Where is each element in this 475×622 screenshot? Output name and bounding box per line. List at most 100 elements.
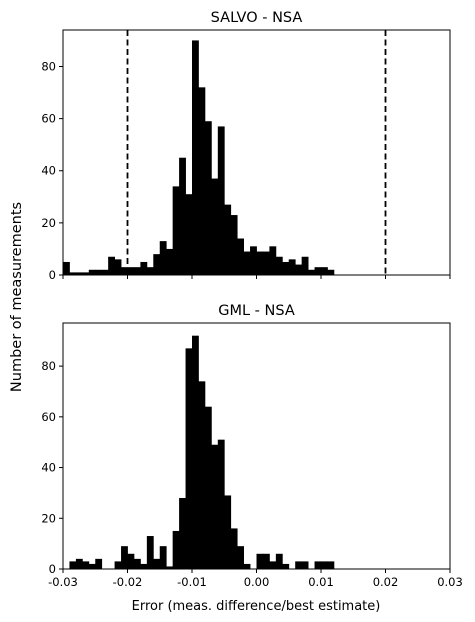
histogram-bar [82, 561, 90, 569]
histogram-bar [63, 261, 70, 275]
histogram-bar [146, 267, 154, 275]
histogram-bar [262, 553, 270, 569]
y-tick-label: 40 [41, 461, 56, 475]
histogram-bar [250, 246, 257, 275]
histogram-bar [275, 553, 283, 569]
histogram-bar [204, 406, 212, 569]
histogram-bar [75, 272, 83, 275]
figure-ylabel: Number of measurements [9, 202, 25, 392]
histogram-bar [295, 264, 303, 275]
histogram-bar [159, 546, 167, 569]
histogram-bar [211, 444, 219, 569]
y-tick-label: 60 [41, 410, 56, 424]
histogram-bar [114, 259, 122, 275]
histogram-bar [230, 215, 238, 275]
histogram-bar [133, 558, 141, 569]
histogram-bar [179, 497, 186, 569]
y-tick-label: 60 [41, 112, 56, 126]
histogram-bar [114, 561, 122, 569]
histogram-bar [321, 561, 328, 569]
histogram-bar [153, 558, 161, 569]
x-tick-label: -0.01 [177, 575, 207, 589]
histogram-bar [269, 561, 277, 569]
histogram-bar [243, 563, 251, 569]
histogram-bar [282, 261, 290, 275]
y-tick-label: 80 [41, 359, 56, 373]
y-tick-label: 20 [41, 511, 56, 525]
x-tick-label: 0.01 [308, 575, 334, 589]
y-tick-label: 40 [41, 164, 56, 178]
histogram-bar [314, 561, 322, 569]
y-tick-label: 20 [41, 216, 56, 230]
histogram-bar [127, 267, 135, 275]
histogram-bar [95, 558, 103, 569]
histogram-bar [179, 157, 186, 275]
histogram-bar [192, 40, 199, 275]
histogram-bar [224, 204, 232, 275]
histogram-bar [95, 269, 103, 275]
histogram-bar [166, 248, 174, 275]
histogram-bar [308, 269, 315, 275]
histogram-bar [82, 272, 90, 275]
histogram-bar [314, 267, 322, 275]
histogram-bar [327, 269, 335, 275]
histogram-bar [69, 272, 77, 275]
chart-title: GML - NSA [218, 303, 295, 319]
x-tick-label: 0.00 [244, 575, 270, 589]
histogram-bar [185, 194, 193, 275]
histogram-bar [211, 178, 219, 275]
histogram-bar [256, 251, 264, 275]
histogram-bar [88, 563, 96, 569]
gml-nsa-histogram: GML - NSA 0 20 40 60 80 -0.03 -0.02 -0.01 0.00 0.0… [41, 303, 462, 589]
chart-title: SALVO - NSA [211, 10, 303, 26]
histogram-bar [140, 261, 148, 275]
histogram-bar [288, 259, 296, 275]
salvo-nsa-histogram: SALVO - NSA 0 20 40 60 80 [41, 10, 451, 282]
axes-frame [62, 322, 451, 570]
histogram-bar [192, 335, 199, 569]
histogram-bar [217, 439, 225, 569]
histogram-bar [69, 561, 77, 569]
histogram-bar [133, 267, 141, 275]
histogram-bar [237, 546, 244, 569]
histogram-bar [166, 566, 174, 569]
histogram-bar [237, 238, 244, 275]
histogram-bar [301, 561, 309, 569]
histogram-bar [121, 267, 128, 275]
y-tick-label: 0 [49, 562, 56, 576]
histogram-bar [217, 126, 225, 275]
histogram-bar [224, 495, 232, 569]
histogram-bar [101, 269, 109, 275]
histogram-bar [243, 251, 251, 275]
x-tick-label: -0.03 [48, 575, 78, 589]
x-tick-label: 0.02 [373, 575, 399, 589]
histogram-bar [269, 246, 277, 275]
histogram-bar [275, 256, 283, 275]
histogram-bar [256, 553, 264, 569]
x-tick-label: -0.02 [113, 575, 143, 589]
histogram-bar [282, 563, 290, 569]
histogram-bar [108, 256, 115, 275]
histogram-bar [127, 553, 135, 569]
histogram-bar [172, 530, 180, 569]
y-tick-label: 80 [41, 59, 56, 73]
histogram-bar [88, 269, 96, 275]
histogram-bar [140, 563, 148, 569]
y-tick-label: 0 [49, 268, 56, 282]
figure-xlabel: Error (meas. difference/best estimate) [132, 599, 381, 614]
histogram-bar [262, 251, 270, 275]
histogram-bar [153, 254, 161, 275]
histogram-bar [75, 558, 83, 569]
histogram-bar [185, 348, 193, 569]
histogram-bar [321, 267, 328, 275]
histogram-bar [204, 121, 212, 275]
histogram-bar [146, 536, 154, 569]
histogram-bar [172, 186, 180, 275]
histogram-bar [327, 561, 335, 569]
histogram-bar [121, 546, 128, 569]
histogram-bar [198, 87, 206, 275]
histogram-bar [159, 241, 167, 275]
x-tick-label: 0.03 [437, 575, 463, 589]
axes-frame [62, 29, 451, 276]
